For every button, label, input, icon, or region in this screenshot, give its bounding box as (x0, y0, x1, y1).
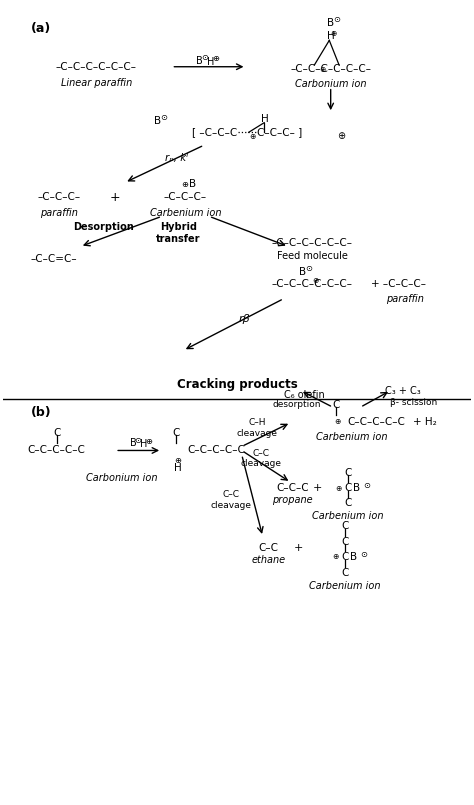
Text: + –C–C–C–: + –C–C–C– (371, 279, 426, 289)
Text: +: + (294, 543, 303, 553)
Text: Cracking products: Cracking products (177, 378, 297, 390)
Text: ⊕: ⊕ (212, 54, 219, 64)
Text: C: C (341, 568, 348, 578)
Text: Carbenium ion: Carbenium ion (312, 511, 384, 521)
Text: C₃ + C₃: C₃ + C₃ (385, 386, 421, 396)
Text: ⊙: ⊙ (160, 114, 167, 122)
Text: B: B (129, 438, 137, 448)
Text: C–H
cleavage: C–H cleavage (237, 419, 278, 438)
Text: C–C
cleavage: C–C cleavage (241, 448, 282, 469)
Text: –C–C–C–C–C–C–: –C–C–C–C–C–C– (272, 237, 353, 248)
Text: ⊙: ⊙ (360, 550, 367, 559)
Text: H: H (327, 31, 335, 41)
Text: Feed molecule: Feed molecule (276, 251, 347, 261)
Text: C: C (344, 483, 352, 493)
Text: ⊕: ⊕ (336, 484, 342, 493)
Text: Carbonium ion: Carbonium ion (86, 473, 158, 484)
Text: –C–C–C–: –C–C–C– (164, 192, 207, 202)
Text: Desorption: Desorption (73, 221, 134, 232)
Text: ⊕: ⊕ (319, 64, 326, 73)
Text: C: C (344, 498, 352, 508)
Text: C: C (344, 468, 352, 478)
Text: B: B (189, 180, 196, 189)
Text: paraffin: paraffin (386, 294, 424, 303)
Text: ⊕: ⊕ (312, 276, 319, 286)
Text: C–C
cleavage: C–C cleavage (211, 490, 252, 510)
Text: desorption: desorption (273, 399, 321, 409)
Text: C–C–C: C–C–C (276, 483, 309, 493)
Text: C–C–C–C–C: C–C–C–C–C (347, 417, 405, 427)
Text: ⊕: ⊕ (181, 180, 188, 188)
Text: rₚ, kᴵ: rₚ, kᴵ (164, 153, 188, 163)
Text: B: B (350, 551, 357, 562)
Text: C–C: C–C (259, 543, 279, 553)
Text: –C–C–C–C–C–C–: –C–C–C–C–C–C– (290, 64, 371, 74)
Text: C: C (333, 400, 340, 410)
Text: ⊙: ⊙ (333, 15, 340, 24)
Text: ⊙: ⊙ (201, 53, 209, 63)
Text: B: B (299, 267, 306, 277)
Text: + H₂: + H₂ (412, 417, 436, 427)
Text: (a): (a) (31, 22, 51, 35)
Text: Carbenium ion: Carbenium ion (150, 208, 221, 218)
Text: Carbonium ion: Carbonium ion (295, 80, 366, 89)
Text: Carbenium ion: Carbenium ion (316, 431, 388, 442)
Text: ⊕: ⊕ (249, 132, 255, 141)
Text: H: H (261, 114, 269, 125)
Text: –C–C=C–: –C–C=C– (31, 254, 78, 264)
Text: ⊕: ⊕ (331, 30, 337, 39)
Text: Carbenium ion: Carbenium ion (309, 581, 381, 592)
Text: [ –C–C–C: [ –C–C–C (192, 127, 237, 138)
Text: C: C (173, 428, 180, 438)
Text: ⊕: ⊕ (145, 437, 152, 446)
Text: paraffin: paraffin (40, 208, 78, 218)
Text: B: B (154, 116, 161, 126)
Text: B: B (196, 56, 203, 66)
Text: ⊕: ⊕ (174, 456, 181, 464)
Text: H: H (207, 57, 214, 67)
Text: B: B (327, 18, 334, 27)
Text: ⊕: ⊕ (337, 131, 345, 142)
Text: C: C (341, 537, 348, 547)
Text: ethane: ethane (252, 555, 286, 565)
Text: C₆ olefin: C₆ olefin (283, 390, 324, 399)
Text: H: H (140, 439, 147, 449)
Text: +: + (110, 191, 120, 204)
Text: ⊕: ⊕ (335, 417, 341, 426)
Text: C: C (53, 428, 60, 438)
Text: C: C (341, 551, 348, 562)
Text: C–C–C–C–C: C–C–C–C–C (188, 445, 246, 456)
Text: β- scission: β- scission (391, 398, 438, 407)
Text: rβ: rβ (238, 314, 250, 324)
Text: propane: propane (272, 495, 312, 505)
Text: ⊙: ⊙ (305, 265, 312, 274)
Text: –C–C–C–C–C–C–: –C–C–C–C–C–C– (272, 279, 353, 289)
Text: C: C (341, 522, 348, 531)
Text: ⊙: ⊙ (135, 436, 142, 445)
Text: –C–C–C–C–C–C–: –C–C–C–C–C–C– (56, 62, 137, 72)
Text: C–C–C–C–C: C–C–C–C–C (27, 445, 86, 456)
Text: ⊕: ⊕ (332, 552, 338, 561)
Text: B: B (353, 483, 360, 493)
Text: (b): (b) (31, 406, 52, 419)
Text: H: H (173, 463, 182, 473)
Text: ⊙: ⊙ (363, 481, 370, 490)
Text: +: + (313, 483, 322, 493)
Text: –C–C–C–: –C–C–C– (37, 192, 81, 202)
Text: C–C–C– ]: C–C–C– ] (257, 127, 302, 138)
Text: Linear paraffin: Linear paraffin (61, 78, 132, 88)
Text: Hybrid
transfer: Hybrid transfer (156, 222, 201, 244)
